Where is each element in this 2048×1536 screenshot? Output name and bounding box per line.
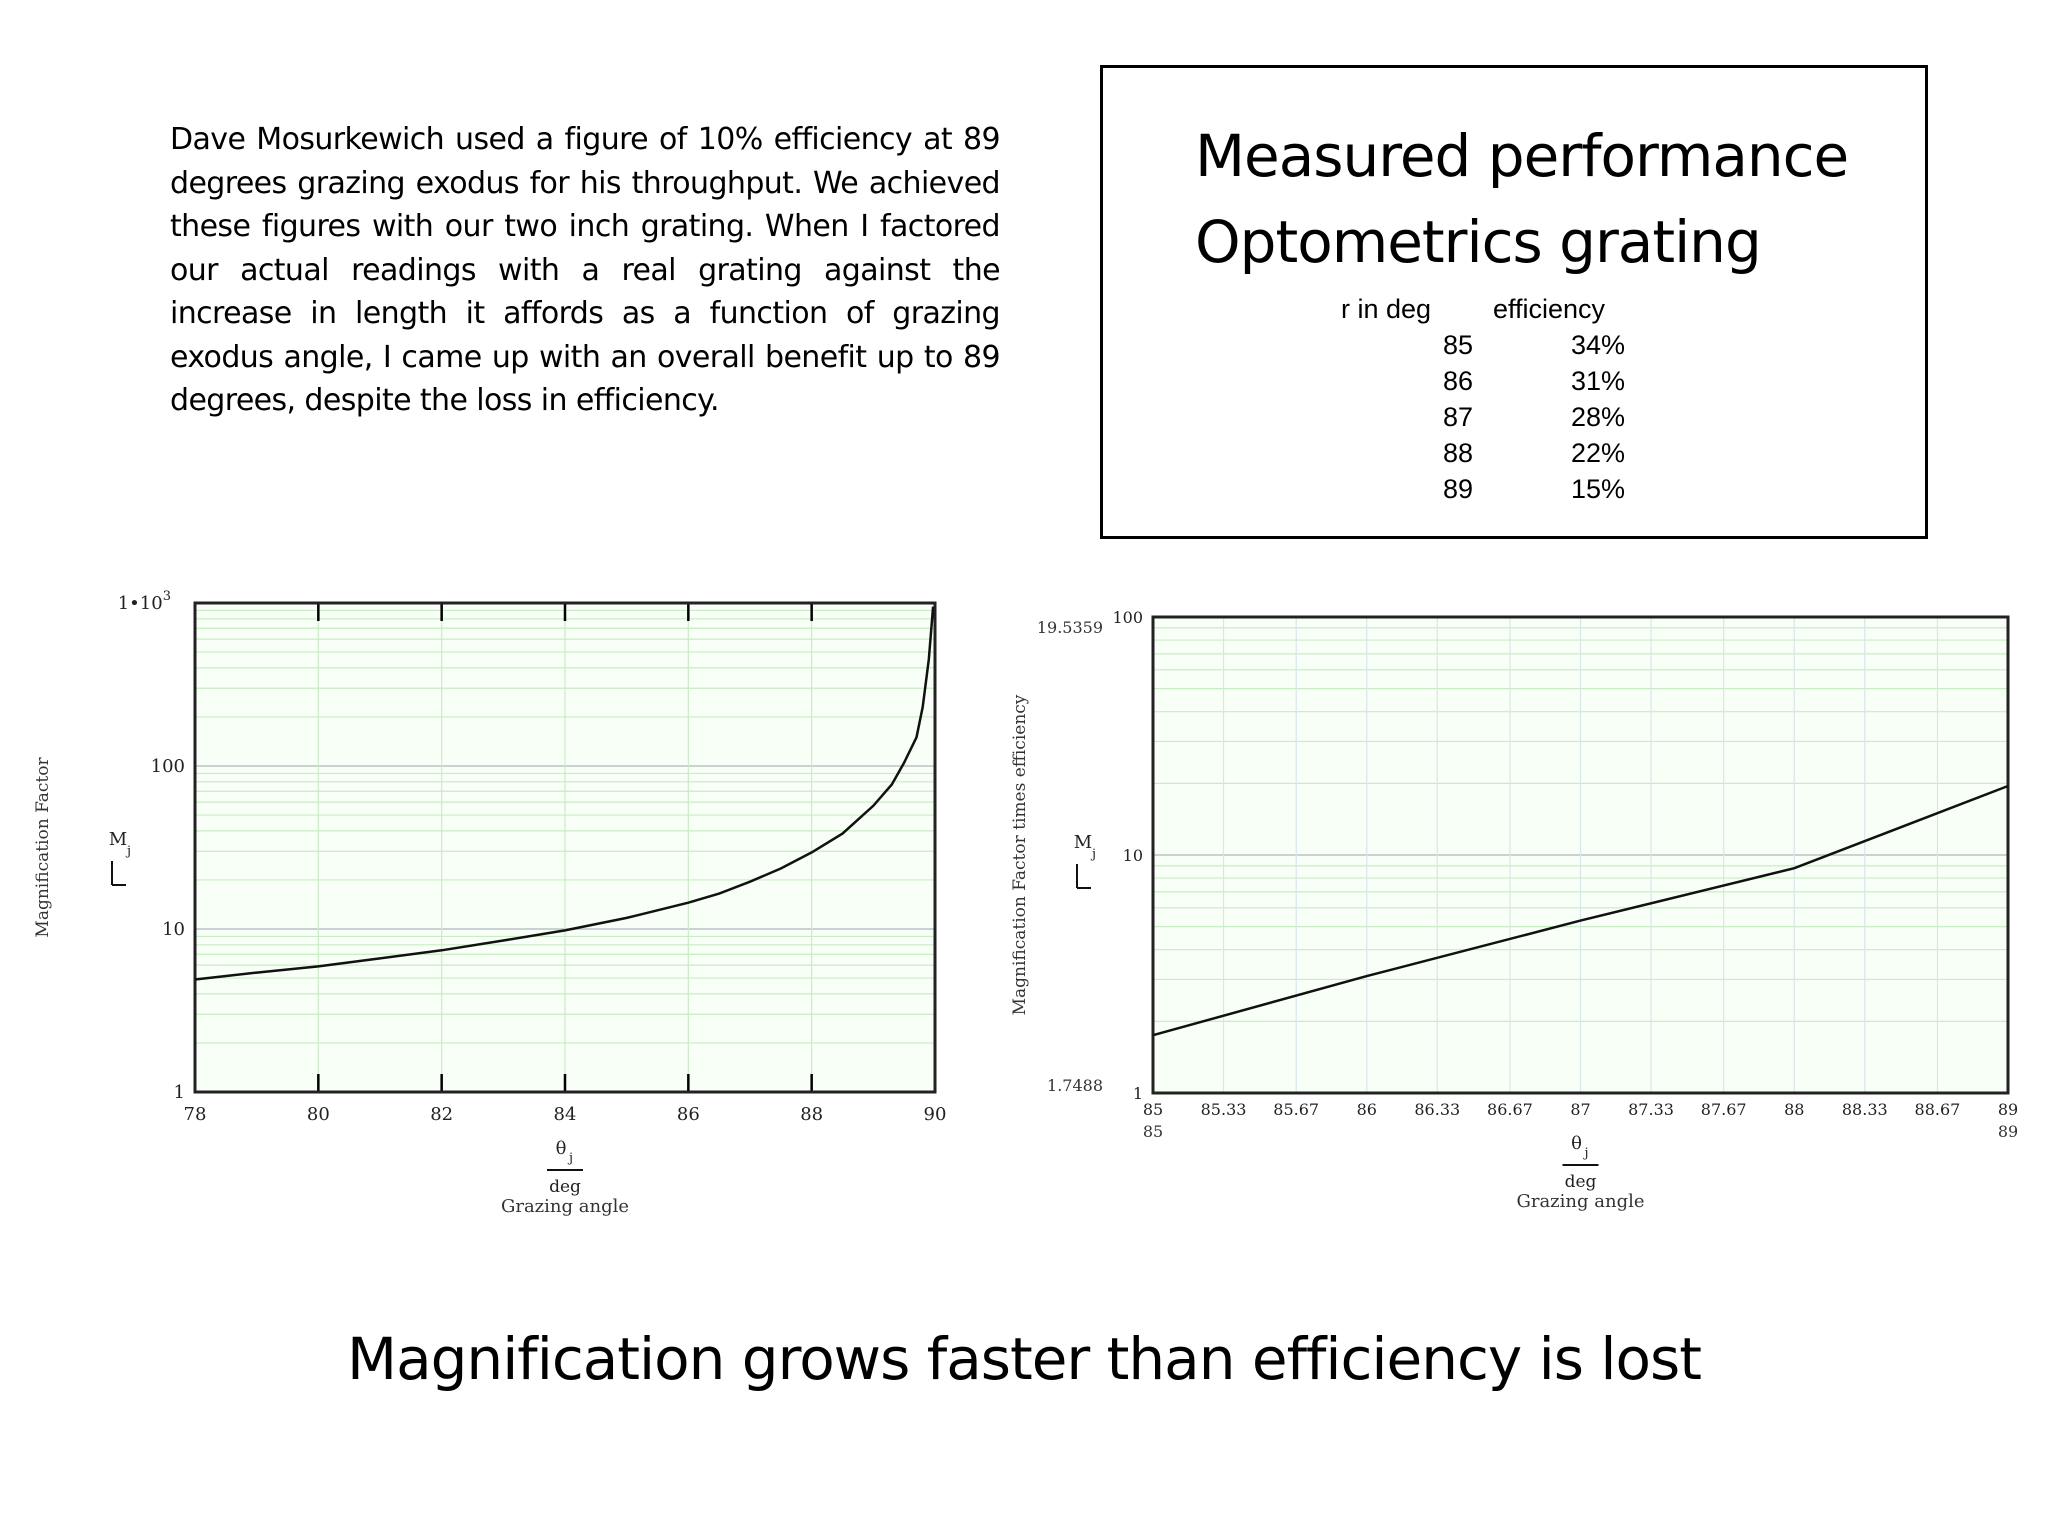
y-axis-title: Magnification Factor times efficiency bbox=[1010, 694, 1030, 1015]
performance-title: Measured performance Optometrics grating bbox=[1195, 113, 1915, 285]
intro-paragraph: Dave Mosurkewich used a figure of 10% ef… bbox=[170, 122, 1001, 418]
x-axis-title: Grazing angle bbox=[501, 1196, 629, 1217]
table-row-deg: 87 bbox=[1443, 402, 1474, 432]
x-tick-label: 84 bbox=[554, 1104, 577, 1125]
x-tick-label: 89 bbox=[1998, 1100, 2018, 1119]
table-row-eff: 34% bbox=[1571, 330, 1626, 360]
y-tick-label: 1 bbox=[1133, 1084, 1143, 1103]
x-tick-label: 87.33 bbox=[1628, 1100, 1674, 1119]
x-unit-label: deg bbox=[549, 1177, 581, 1197]
plot-frame bbox=[1151, 615, 2010, 1095]
performance-title-line2: Optometrics grating bbox=[1195, 208, 1762, 276]
x-tick-label: 88 bbox=[1784, 1100, 1804, 1119]
conclusion-heading: Magnification grows faster than efficien… bbox=[347, 1325, 1702, 1393]
y-range-min-label: 1.7488 bbox=[1047, 1076, 1103, 1095]
x-axis-title: Grazing angle bbox=[1516, 1191, 1644, 1212]
x-tick-label: 80 bbox=[307, 1104, 330, 1125]
series-line bbox=[1152, 784, 2009, 1037]
x-tick-label: 88 bbox=[800, 1104, 823, 1125]
y-tick-label: 1 bbox=[174, 1082, 185, 1103]
y-tick-label: 100 bbox=[151, 756, 185, 777]
table-row-eff: 28% bbox=[1571, 402, 1626, 432]
x-tick-label: 86 bbox=[677, 1104, 700, 1125]
x-tick-label: 90 bbox=[924, 1104, 947, 1125]
x-tick-label: 86.67 bbox=[1487, 1100, 1533, 1119]
y-tick-label: 10 bbox=[1123, 846, 1143, 865]
table-row-eff: 31% bbox=[1571, 366, 1626, 396]
x-tick-label: 85 bbox=[1143, 1100, 1163, 1119]
measured-performance-box: Measured performance Optometrics grating… bbox=[1100, 65, 1928, 539]
table-row-deg: 85 bbox=[1443, 330, 1474, 360]
y-range-max-label: 19.5359 bbox=[1037, 618, 1103, 637]
x-tick-label: 85.67 bbox=[1273, 1100, 1319, 1119]
table-row-eff: 15% bbox=[1571, 474, 1626, 504]
table-header-degrees: r in deg bbox=[1341, 294, 1432, 324]
table-row-deg: 86 bbox=[1443, 366, 1474, 396]
y-tick-label: 1•103 bbox=[118, 589, 171, 614]
y-variable-label: M bbox=[109, 829, 127, 850]
x-tick-label: 85.33 bbox=[1201, 1100, 1247, 1119]
table-header-efficiency: efficiency bbox=[1493, 294, 1606, 324]
x-variable-label: θ bbox=[556, 1138, 567, 1159]
series-line bbox=[194, 606, 935, 981]
table-row-deg: 89 bbox=[1443, 474, 1474, 504]
x-tick-label: 82 bbox=[430, 1104, 453, 1125]
y-tick-exponent: 3 bbox=[163, 589, 171, 604]
performance-title-line1: Measured performance bbox=[1195, 122, 1849, 190]
x-unit-label: deg bbox=[1565, 1172, 1597, 1192]
chart-magnification-factor: 78 80 82 84 86 88 90 1 10 100 1•103 Magnification F… bbox=[33, 589, 946, 1217]
x-range-min-label: 85 bbox=[1143, 1122, 1163, 1141]
y-axis-title: Magnification Factor bbox=[33, 757, 53, 938]
x-tick-label: 86 bbox=[1357, 1100, 1377, 1119]
x-tick-label: 86.33 bbox=[1414, 1100, 1460, 1119]
x-tick-label: 78 bbox=[184, 1104, 207, 1125]
table-row-eff: 22% bbox=[1571, 438, 1626, 468]
x-tick-label: 87 bbox=[1570, 1100, 1590, 1119]
plot-frame bbox=[193, 601, 937, 1094]
y-tick-label: 10 bbox=[162, 919, 185, 940]
x-variable-subscript: j bbox=[1583, 1146, 1589, 1161]
x-variable-subscript: j bbox=[567, 1151, 573, 1166]
x-tick-label: 88.67 bbox=[1915, 1100, 1961, 1119]
x-tick-label: 88.33 bbox=[1842, 1100, 1888, 1119]
x-tick-label: 87.67 bbox=[1701, 1100, 1747, 1119]
y-variable-label: M bbox=[1074, 832, 1092, 853]
x-variable-label: θ bbox=[1571, 1133, 1582, 1154]
y-variable-subscript: j bbox=[125, 844, 131, 859]
x-range-max-label: 89 bbox=[1998, 1122, 2018, 1141]
y-variable-subscript: j bbox=[1090, 847, 1096, 862]
y-tick-label: 100 bbox=[1112, 608, 1143, 627]
table-row-deg: 88 bbox=[1443, 438, 1474, 468]
chart-magnification-times-efficiency: 85 85.33 85.67 86 86.33 86.67 87 87.33 87.67 88 88… bbox=[1010, 608, 2018, 1212]
